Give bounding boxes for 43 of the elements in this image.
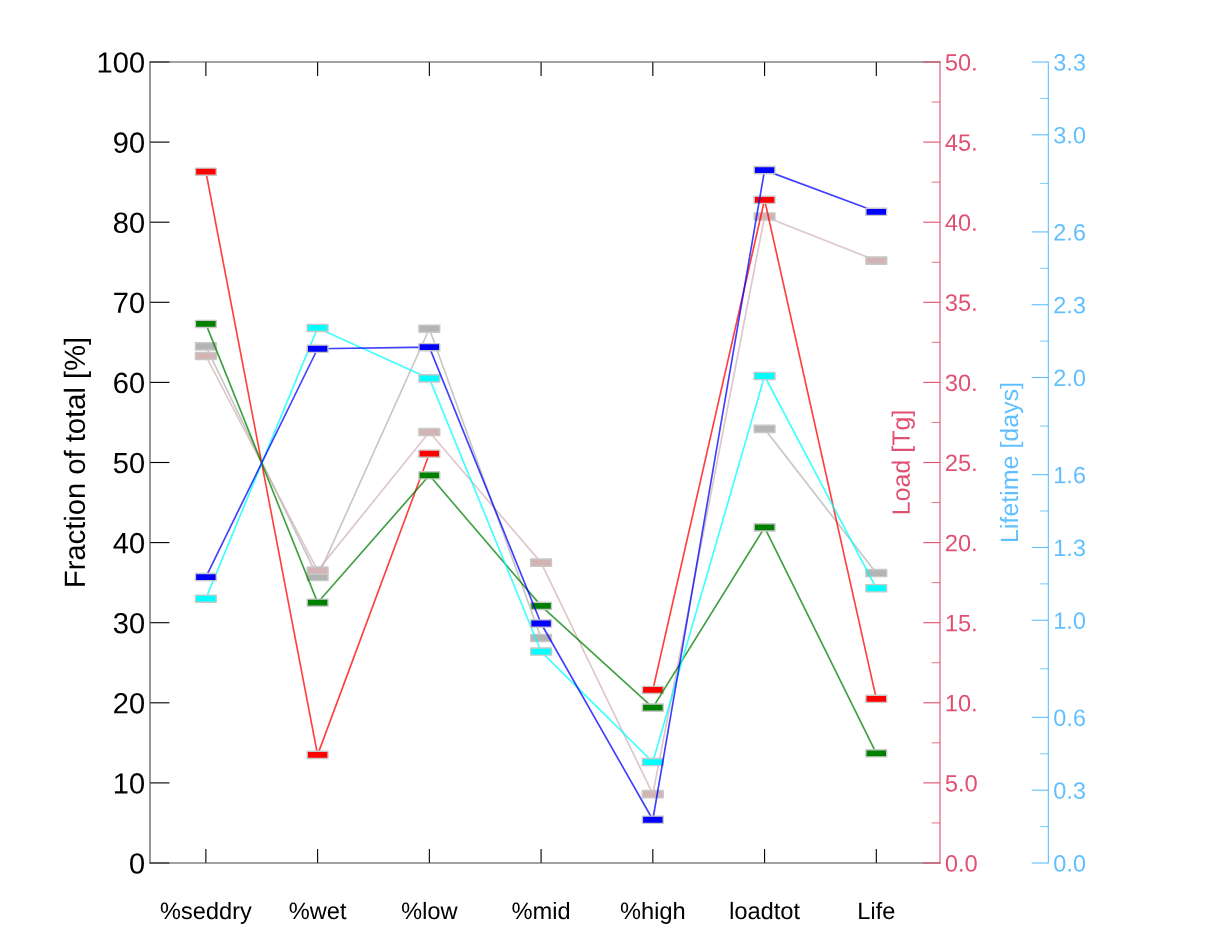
y-tick-label: 90	[114, 132, 144, 153]
y-tick-label: 50	[113, 452, 144, 474]
y3-tick-label: 0.0	[1054, 855, 1086, 872]
y2-tick-label: 10.	[946, 694, 976, 712]
y3-tick-label: 3.3	[1054, 54, 1085, 71]
y-tick-label: 70	[114, 292, 144, 314]
y-tick-label: 30	[113, 612, 144, 634]
y-tick-label: 80	[113, 212, 144, 234]
x-tick-label: %low	[401, 901, 458, 920]
y2-tick-label: 15.	[946, 615, 976, 632]
y3-tick-label: 0.6	[1054, 709, 1085, 727]
y2-tick-label: 20.	[946, 534, 976, 552]
y2-tick-label: 25.	[946, 454, 976, 472]
x-tick-label: %wet	[289, 902, 347, 920]
y3-tick-label: 2.6	[1054, 223, 1085, 241]
y3-tick-label: 1.0	[1054, 612, 1086, 630]
y2-tick-label: 35.	[945, 294, 976, 312]
y3-tick-label: 0.3	[1054, 782, 1085, 799]
y-tick-label: 60	[114, 372, 144, 394]
y3-tick-label: 1.3	[1054, 539, 1085, 557]
y3-tick-label: 2.0	[1054, 369, 1086, 387]
x-tick-label: Life	[859, 901, 895, 920]
y3-tick-label: 3.0	[1054, 126, 1086, 144]
y2-tick-label: 30.	[945, 374, 976, 392]
y2-tick-label: 0.0	[945, 855, 977, 872]
x-tick-label: %high	[620, 901, 685, 924]
x-tick-label: %seddry	[160, 901, 252, 924]
y-tick-label: 0	[130, 853, 144, 874]
y-tick-label: 40	[113, 532, 144, 554]
y2-tick-label: 45.	[945, 134, 976, 151]
y-tick-label: 100	[98, 52, 144, 73]
y-axis-title: Fraction of total [%]	[63, 338, 91, 586]
y2-tick-label: 50.	[945, 54, 976, 71]
y3-tick-label: 2.3	[1054, 296, 1085, 314]
y-tick-label: 20	[114, 693, 144, 714]
y-tick-label: 10	[114, 773, 144, 794]
x-tick-label: loadtot	[730, 901, 800, 920]
y3-axis-title: Lifetime [days]	[999, 383, 1024, 542]
y2-axis-title: Load [Tg]	[891, 411, 915, 514]
y3-tick-label: 1.6	[1054, 466, 1085, 484]
y2-tick-label: 5.0	[945, 774, 977, 792]
x-tick-label: %mid	[512, 901, 570, 920]
y2-tick-label: 40.	[945, 214, 976, 231]
